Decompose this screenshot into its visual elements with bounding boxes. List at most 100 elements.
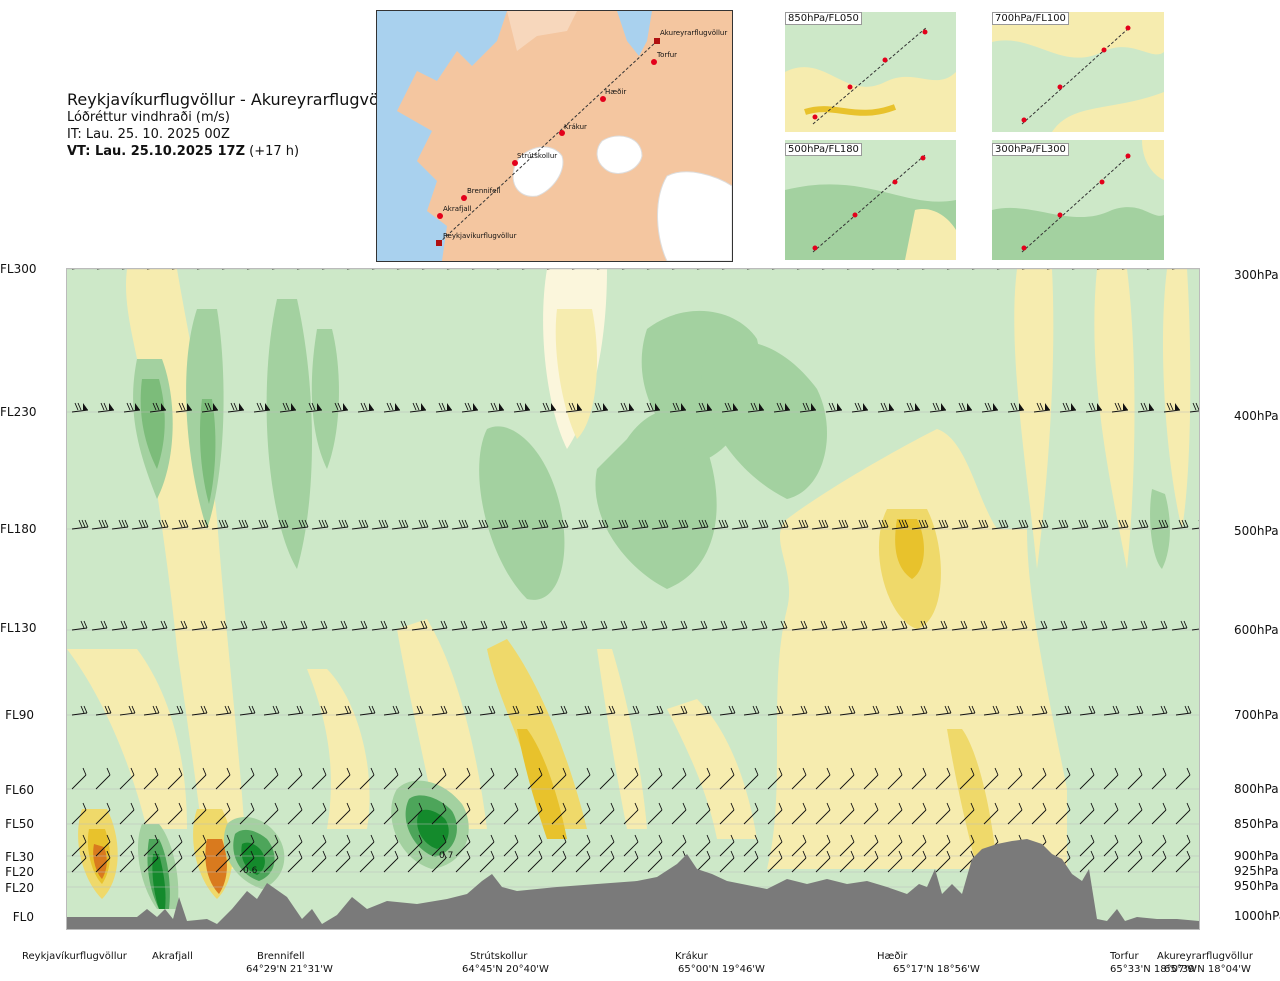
wind-barb xyxy=(935,767,951,790)
wind-barb xyxy=(335,705,352,716)
wind-barb xyxy=(95,705,112,716)
panel-700hpa-graphic xyxy=(992,12,1164,132)
wind-barb xyxy=(1103,834,1119,857)
wind-barb xyxy=(97,402,115,413)
wind-barb xyxy=(215,767,231,790)
wind-barb xyxy=(671,767,687,790)
wind-barb xyxy=(95,767,111,790)
wind-barb xyxy=(215,834,231,857)
wind-barb xyxy=(531,620,548,631)
wind-barb xyxy=(1031,802,1047,825)
map-label-torfur: Torfur xyxy=(657,51,678,59)
wind-barb xyxy=(471,519,489,530)
fl-label-50: FL50 xyxy=(5,817,34,831)
wind-barb xyxy=(359,705,376,716)
wind-barb xyxy=(191,802,207,825)
wind-barb xyxy=(383,767,399,790)
wind-barb xyxy=(455,767,471,790)
wind-barb xyxy=(143,834,159,857)
wind-barb xyxy=(631,519,649,530)
wind-barb xyxy=(359,850,375,873)
wind-barb xyxy=(719,705,736,716)
wind-barb xyxy=(1137,402,1155,413)
wind-barb xyxy=(811,620,828,631)
wind-barb xyxy=(71,402,89,413)
fl-label-180: FL180 xyxy=(0,522,37,536)
wind-barb xyxy=(1079,850,1095,873)
wind-barb xyxy=(151,620,168,631)
wind-barb xyxy=(671,802,687,825)
fl-label-230: FL230 xyxy=(0,405,37,419)
station-strutskollur-coord: 64°45'N 20°40'W xyxy=(462,964,549,975)
wind-barb xyxy=(799,402,817,413)
wind-barb xyxy=(911,802,927,825)
wind-barb xyxy=(551,620,568,631)
wind-barb xyxy=(911,620,928,631)
wind-barb xyxy=(1175,834,1191,857)
wind-barb xyxy=(167,834,183,857)
wind-barb xyxy=(1127,834,1143,857)
wind-barb xyxy=(391,519,409,530)
wind-barb xyxy=(815,850,831,873)
wind-barb xyxy=(263,705,280,716)
wind-barb xyxy=(1163,402,1181,413)
wind-barb xyxy=(671,705,688,716)
wind-barb xyxy=(575,834,591,857)
wind-barb xyxy=(167,802,183,825)
wind-barb xyxy=(407,850,423,873)
wind-barb xyxy=(383,850,399,873)
wind-barb xyxy=(651,620,668,631)
wind-barb xyxy=(263,767,279,790)
wind-barb xyxy=(231,620,248,631)
wind-barb xyxy=(571,519,589,530)
wind-barb xyxy=(575,767,591,790)
wind-barb xyxy=(743,705,760,716)
vertical-section: 0.6 0.7 xyxy=(66,268,1200,930)
wind-barb xyxy=(571,620,588,631)
wind-barb xyxy=(951,519,969,530)
strutskollur-marker xyxy=(512,160,518,166)
wind-barb xyxy=(719,767,735,790)
wind-barb xyxy=(839,802,855,825)
wind-barb xyxy=(239,705,256,716)
wind-barb xyxy=(271,620,288,631)
wind-barb xyxy=(71,834,87,857)
wind-barb xyxy=(551,705,568,716)
wind-barb xyxy=(431,767,447,790)
wind-barb xyxy=(455,802,471,825)
wind-barb xyxy=(331,402,349,413)
wind-barb xyxy=(503,767,519,790)
wind-barb xyxy=(435,402,453,413)
wind-barb xyxy=(95,802,111,825)
fl-label-130: FL130 xyxy=(0,621,37,635)
wind-barb xyxy=(767,705,784,716)
wind-barb xyxy=(491,519,509,530)
wind-barb xyxy=(331,620,348,631)
akureyri-marker xyxy=(654,38,660,44)
wind-barb xyxy=(935,834,951,857)
wind-barb xyxy=(351,519,369,530)
wind-barb xyxy=(887,802,903,825)
wind-barb xyxy=(743,850,759,873)
wind-barb xyxy=(143,802,159,825)
wind-barb xyxy=(551,519,569,530)
wind-barb xyxy=(171,620,188,631)
wind-barbs xyxy=(71,269,1199,873)
wind-barb xyxy=(279,402,297,413)
wind-barb xyxy=(1127,802,1143,825)
station-akureyri-coord: 65°39'N 18°04'W xyxy=(1164,964,1251,975)
wind-barb xyxy=(695,705,712,716)
wind-barb xyxy=(311,705,328,716)
wind-barb xyxy=(451,519,469,530)
panel-300hpa-label: 300hPa/FL300 xyxy=(992,143,1069,156)
wind-barb xyxy=(935,705,952,716)
wind-barb xyxy=(839,834,855,857)
wind-barb xyxy=(359,802,375,825)
wind-barb xyxy=(461,402,479,413)
wind-barb xyxy=(959,802,975,825)
torfur-marker xyxy=(651,59,657,65)
wind-barb xyxy=(311,519,329,530)
wind-barb xyxy=(1007,402,1025,413)
wind-barb xyxy=(503,834,519,857)
wind-barb xyxy=(981,402,999,413)
